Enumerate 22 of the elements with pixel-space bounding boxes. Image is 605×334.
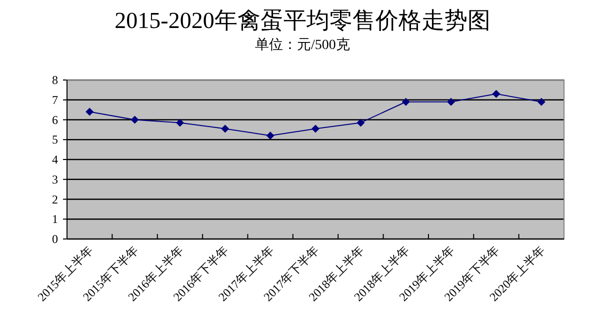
chart-subtitle: 单位：元/500克 xyxy=(255,37,350,53)
point xyxy=(266,132,274,140)
y-tick-label: 6 xyxy=(52,112,58,127)
point xyxy=(86,108,94,116)
point xyxy=(130,116,139,124)
y-tick-label: 8 xyxy=(52,73,58,87)
point xyxy=(356,118,365,127)
y-tick-label: 3 xyxy=(52,172,58,186)
point xyxy=(312,124,320,133)
point xyxy=(221,124,230,133)
y-tick-label: 4 xyxy=(52,152,58,166)
y-tick-label: 1 xyxy=(52,212,58,226)
point xyxy=(537,98,546,106)
y-tick-label: 0 xyxy=(52,232,58,246)
point xyxy=(492,90,500,98)
point xyxy=(402,98,410,106)
point xyxy=(447,98,456,106)
y-tick-label: 5 xyxy=(52,132,58,147)
y-tick-label: 7 xyxy=(52,92,58,107)
point xyxy=(176,118,184,127)
chart-title: 2015-2020年禽蛋平均零售价格走势图 xyxy=(114,8,490,33)
y-tick-label: 2 xyxy=(52,192,58,206)
